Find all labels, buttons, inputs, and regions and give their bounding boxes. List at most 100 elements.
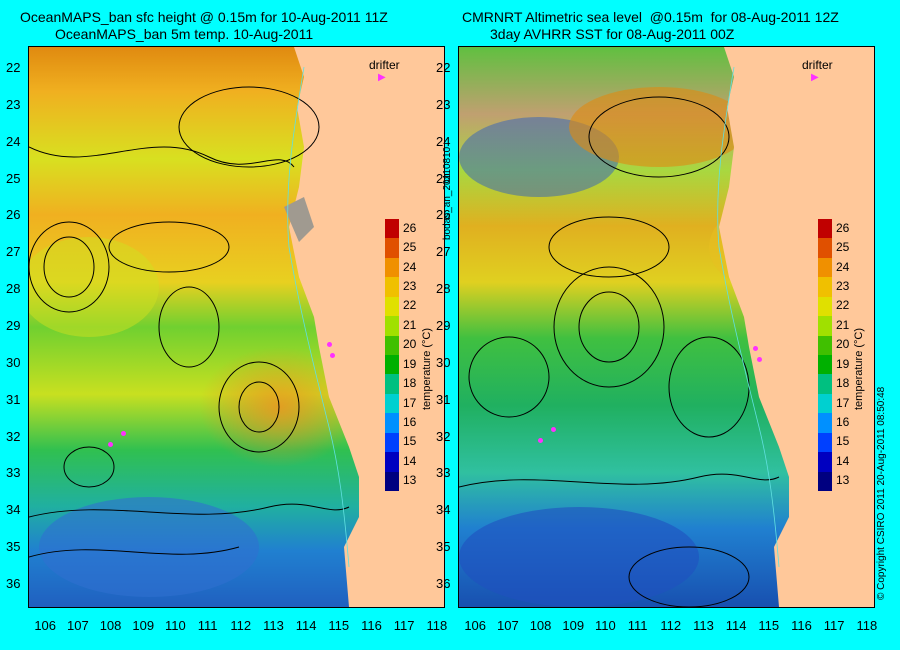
- colorbar-tick-label: 25: [403, 240, 417, 255]
- colorbar-segment: [818, 355, 832, 375]
- colorbar-segment: [385, 238, 399, 259]
- colorbar-segment: [818, 296, 832, 317]
- colorbar-tick-label: 20: [403, 337, 417, 352]
- colorbar-segment: [818, 335, 832, 356]
- colorbar-segment: [385, 355, 399, 375]
- drifter-marker: [756, 357, 762, 363]
- colorbar-tick-label: 19: [403, 356, 417, 371]
- x-tick-label: 116: [361, 618, 382, 633]
- colorbar-segment: [818, 393, 832, 414]
- y-tick-label: 26: [436, 207, 451, 223]
- y-tick-label: 25: [6, 170, 21, 186]
- colorbar-tick-label: 17: [836, 395, 850, 410]
- y-tick-label: 23: [436, 96, 451, 112]
- x-tick-label: 114: [295, 618, 317, 633]
- y-tick-label: 25: [436, 170, 451, 186]
- colorbar-segment: [385, 452, 399, 473]
- left-colorbar: [385, 219, 399, 492]
- colorbar-segment: [385, 413, 399, 434]
- left-panel-subtitle: OceanMAPS_ban 5m temp. 10-Aug-2011: [55, 26, 314, 42]
- colorbar-tick-label: 16: [836, 415, 850, 429]
- colorbar-tick-label: 17: [403, 395, 417, 410]
- colorbar-segment: [385, 432, 399, 453]
- y-tick-label: 33: [436, 465, 451, 481]
- colorbar-tick-label: 18: [836, 376, 850, 391]
- x-tick-label: 114: [725, 618, 747, 633]
- y-tick-label: 23: [6, 96, 21, 112]
- colorbar-tick-label: 22: [836, 298, 850, 313]
- colorbar-segment: [385, 393, 399, 414]
- colorbar-tick-label: 22: [403, 298, 417, 313]
- y-tick-label: 34: [436, 502, 451, 518]
- x-tick-label: 112: [660, 618, 682, 633]
- y-tick-label: 31: [436, 391, 451, 407]
- left-panel-title: OceanMAPS_ban sfc height @ 0.15m for 10-…: [20, 9, 388, 25]
- colorbar-tick-label: 23: [836, 279, 850, 293]
- y-tick-label: 31: [6, 391, 21, 407]
- sea-height-contours: [29, 86, 350, 558]
- y-tick-label: 22: [6, 60, 21, 76]
- colorbar-tick-label: 26: [403, 220, 417, 235]
- y-tick-label: 30: [436, 354, 451, 370]
- drifter-marker: [329, 353, 335, 359]
- y-tick-label: 36: [6, 575, 21, 591]
- y-tick-label: 30: [6, 354, 21, 370]
- colorbar-tick-label: 24: [403, 259, 417, 274]
- colorbar-segment: [385, 374, 399, 395]
- drifter-marker: [537, 438, 543, 444]
- y-tick-label: 33: [6, 465, 21, 481]
- y-tick-label: 24: [6, 133, 21, 149]
- y-tick-label: 29: [436, 318, 451, 333]
- colorbar-segment: [385, 277, 399, 298]
- y-tick-label: 35: [436, 539, 451, 555]
- x-tick-label: 116: [791, 618, 812, 633]
- colorbar-tick-label: 14: [403, 453, 417, 468]
- colorbar-segment: [818, 374, 832, 395]
- colorbar-tick-label: 20: [836, 337, 850, 352]
- y-tick-label: 28: [6, 281, 21, 297]
- colorbar-tick-label: 13: [403, 473, 417, 488]
- y-tick-label: 36: [436, 575, 451, 591]
- y-tick-label: 32: [6, 428, 21, 444]
- left-drifter-legend: drifter: [369, 58, 400, 72]
- colorbar-tick-label: 23: [403, 279, 417, 293]
- x-tick-label: 106: [34, 618, 57, 633]
- colorbar-tick-label: 21: [836, 317, 850, 332]
- y-tick-label: 34: [6, 502, 21, 518]
- copyright-label: © Copyright CSIRO 2011 20-Aug-2011 08:50…: [876, 386, 887, 600]
- x-tick-label: 118: [856, 618, 878, 633]
- colorbar-segment: [385, 316, 399, 337]
- colorbar-segment: [818, 432, 832, 453]
- right-map-panel: [458, 46, 875, 608]
- y-tick-label: 24: [436, 133, 451, 149]
- y-tick-label: 22: [436, 60, 451, 76]
- y-tick-label: 28: [436, 281, 451, 297]
- colorbar-tick-label: 25: [836, 240, 850, 255]
- colorbar-segment: [818, 219, 832, 239]
- colorbar-tick-label: 16: [403, 415, 417, 429]
- x-tick-label: 106: [464, 618, 487, 633]
- colorbar-tick-label: 24: [836, 259, 850, 274]
- left-map-panel: [28, 46, 445, 608]
- x-tick-label: 107: [497, 618, 519, 633]
- colorbar-tick-label: 14: [836, 453, 850, 468]
- drifter-marker: [550, 427, 556, 433]
- x-tick-label: 108: [529, 618, 552, 633]
- left-drifter-legend-marker: ▶: [378, 72, 386, 83]
- y-tick-label: 26: [6, 207, 21, 223]
- left-colorbar-label: temperature (°C): [421, 327, 433, 410]
- y-tick-label: 29: [6, 318, 21, 333]
- x-tick-label: 110: [165, 618, 186, 633]
- colorbar-tick-label: 13: [836, 473, 850, 488]
- x-tick-label: 113: [263, 618, 284, 633]
- australia-landmass: [289, 47, 444, 607]
- colorbar-segment: [818, 452, 832, 473]
- right-drifter-legend: drifter: [802, 58, 833, 72]
- colorbar-segment: [818, 316, 832, 337]
- x-tick-label: 111: [627, 618, 648, 633]
- analysis-id-label: bodas_an_20110810: [442, 146, 453, 240]
- colorbar-tick-label: 21: [403, 317, 417, 332]
- colorbar-tick-label: 15: [403, 434, 417, 449]
- colorbar-segment: [385, 335, 399, 356]
- x-tick-label: 109: [132, 618, 155, 633]
